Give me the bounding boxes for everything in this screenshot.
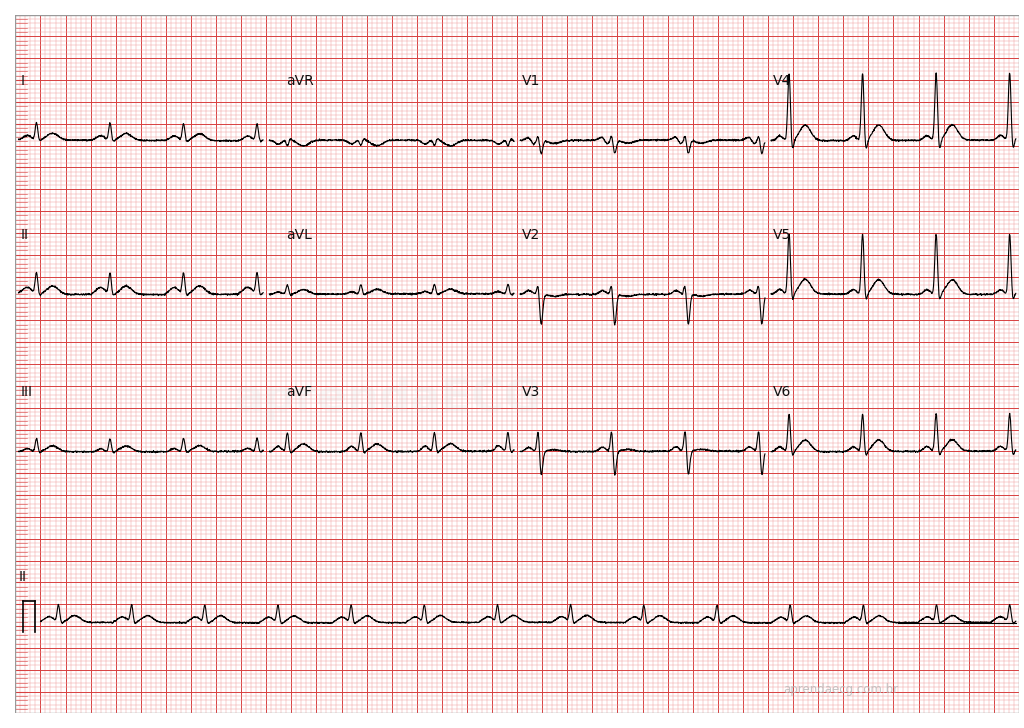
Text: V3: V3 bbox=[522, 385, 541, 399]
Text: II: II bbox=[18, 570, 27, 584]
Text: V5: V5 bbox=[773, 228, 792, 242]
Text: V2: V2 bbox=[522, 228, 541, 242]
Text: V1: V1 bbox=[522, 74, 541, 88]
Text: aVL: aVL bbox=[287, 228, 312, 242]
Text: aVR: aVR bbox=[287, 74, 314, 88]
Text: II: II bbox=[20, 228, 29, 242]
Text: V4: V4 bbox=[773, 74, 792, 88]
Text: V6: V6 bbox=[773, 385, 792, 399]
Text: aprendaecg.com.br: aprendaecg.com.br bbox=[783, 683, 898, 696]
Text: I: I bbox=[20, 74, 25, 88]
Text: aprendaECG: aprendaECG bbox=[233, 377, 541, 421]
Text: aVF: aVF bbox=[287, 385, 312, 399]
Text: III: III bbox=[20, 385, 33, 399]
